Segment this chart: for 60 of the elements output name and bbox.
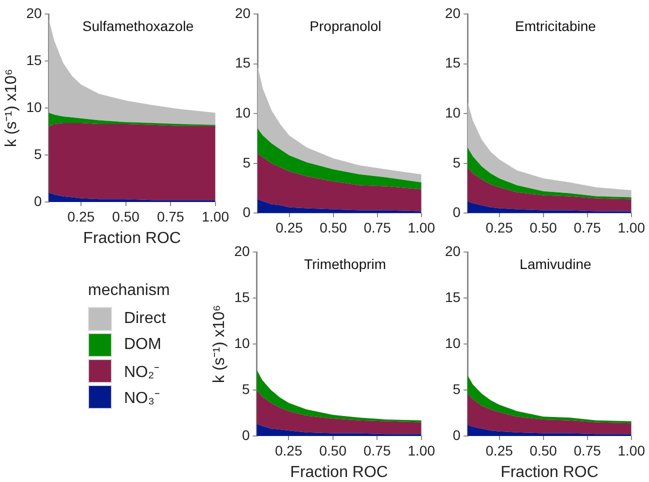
y-axis-title: k (s⁻¹) x10⁶ — [211, 304, 228, 384]
y-tick-label: 20 — [234, 242, 250, 259]
y-tick-label: 5 — [242, 380, 250, 397]
y-tick-label: 5 — [242, 154, 251, 170]
chart-title: Sulfamethoxazole — [82, 18, 194, 34]
x-tick-label: 0.75 — [156, 208, 184, 224]
legend-title: mechanism — [88, 282, 170, 300]
y-tick-label: 0 — [452, 426, 461, 443]
x-tick-label: 0.50 — [530, 219, 558, 236]
legend-label: NO₂⁻ — [124, 363, 160, 382]
y-tick-label: 5 — [452, 154, 461, 170]
y-tick-label: 10 — [234, 104, 251, 120]
y-tick-label: 5 — [34, 146, 42, 162]
y-tick-label: 10 — [234, 334, 250, 351]
x-tick-label: 0.25 — [486, 442, 514, 458]
y-tick-label: 20 — [444, 4, 461, 21]
y-axis-title: k (s⁻¹) x10⁶ — [3, 68, 20, 148]
x-axis-title: Fraction ROC — [83, 230, 181, 247]
x-tick-label: 1.00 — [408, 442, 436, 458]
y-tick-label: 20 — [444, 242, 461, 259]
chart-title: Trimethoprim — [304, 256, 386, 272]
y-tick-label: 15 — [26, 52, 42, 68]
y-tick-label: 15 — [234, 54, 251, 71]
x-tick-label: 0.50 — [112, 208, 140, 224]
x-tick-label: 0.25 — [486, 219, 514, 236]
x-tick-label: 0.75 — [574, 442, 602, 458]
x-tick-label: 1.00 — [408, 219, 436, 236]
chart-title: Emtricitabine — [515, 18, 596, 34]
chart-title: Propranolol — [310, 18, 382, 34]
y-tick-label: 20 — [234, 4, 251, 21]
y-tick-label: 0 — [452, 204, 461, 220]
x-tick-label: 0.75 — [574, 219, 602, 236]
x-tick-label: 0.25 — [275, 442, 302, 458]
x-tick-label: 0.25 — [276, 219, 304, 236]
y-tick-label: 5 — [452, 380, 461, 397]
x-tick-label: 0.75 — [364, 442, 391, 458]
y-tick-label: 15 — [444, 288, 461, 305]
x-tick-label: 0.25 — [67, 208, 95, 224]
x-axis-title: Fraction ROC — [500, 464, 598, 481]
x-tick-label: 0.50 — [319, 442, 347, 458]
x-tick-label: 0.75 — [364, 219, 392, 236]
x-tick-label: 0.50 — [530, 442, 558, 458]
y-tick-label: 10 — [444, 334, 461, 351]
x-tick-label: 0.50 — [320, 219, 348, 236]
y-tick-label: 0 — [242, 204, 251, 220]
x-tick-label: 1.00 — [618, 442, 646, 458]
x-tick-label: 1.00 — [202, 208, 230, 224]
y-tick-label: 15 — [444, 54, 461, 71]
legend-label: DOM — [124, 336, 162, 354]
y-tick-label: 10 — [444, 104, 461, 120]
y-tick-label: 15 — [234, 288, 250, 305]
x-tick-label: 1.00 — [618, 219, 646, 236]
y-tick-label: 20 — [26, 4, 42, 21]
y-tick-label: 0 — [34, 192, 42, 209]
chart-title: Lamivudine — [520, 256, 592, 272]
legend-label: Direct — [124, 310, 166, 328]
legend-label: NO₃⁻ — [124, 389, 160, 408]
x-axis-title: Fraction ROC — [290, 464, 388, 481]
y-tick-label: 10 — [26, 98, 42, 115]
y-tick-label: 0 — [242, 426, 250, 443]
